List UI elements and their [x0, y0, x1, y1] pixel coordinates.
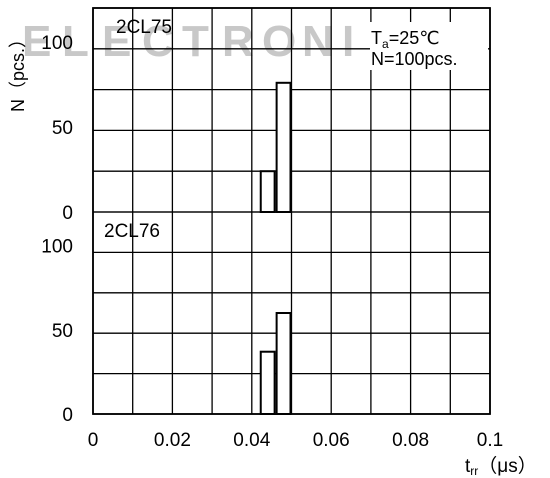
watermark-letter: T	[182, 17, 209, 66]
bar	[275, 312, 292, 415]
x-tick-label: 0	[88, 430, 99, 451]
y-tick-label: 50	[52, 321, 73, 342]
watermark-letter: N	[302, 17, 334, 66]
chart-labels: 0 50 100 2CL75 0 50 100 2CL76 Ta=25℃N=100pcs. N（p…	[8, 17, 537, 478]
watermark-letter: R	[222, 17, 254, 66]
watermark-letter: L	[62, 17, 89, 66]
chart-grid	[92, 7, 491, 415]
panel-label: 2CL75	[116, 17, 172, 38]
watermark-letter: E	[102, 17, 131, 66]
bar	[259, 350, 276, 416]
y-tick-label: 50	[52, 118, 73, 139]
watermark-letter: I	[342, 17, 354, 66]
y-tick-label: 0	[62, 405, 73, 426]
x-tick-label: 0.06	[313, 430, 350, 451]
condition-box	[370, 22, 488, 70]
watermark-letter: O	[262, 17, 296, 66]
bar	[275, 81, 292, 213]
bar	[259, 170, 276, 213]
y-tick-label: 100	[41, 33, 73, 54]
x-tick-label: 0.1	[477, 430, 503, 451]
x-tick-label: 0.08	[392, 430, 429, 451]
x-tick-label: 0.04	[233, 430, 270, 451]
chart-frame	[92, 7, 491, 415]
watermark-letter: E	[22, 17, 51, 66]
y-tick-label: 0	[62, 203, 73, 224]
chart-bars	[259, 81, 292, 416]
y-axis-label: N（pcs.）	[8, 30, 28, 112]
watermark: ELECTRONIC	[22, 17, 414, 66]
x-axis-label: trr（μs）	[465, 455, 537, 478]
condition-temperature: Ta=25℃	[371, 28, 439, 51]
panel-label: 2CL76	[104, 221, 160, 242]
condition-count: N=100pcs.	[371, 49, 458, 69]
x-tick-label: 0.02	[154, 430, 191, 451]
watermark-letter: C	[142, 17, 174, 66]
y-tick-label: 100	[41, 237, 73, 258]
